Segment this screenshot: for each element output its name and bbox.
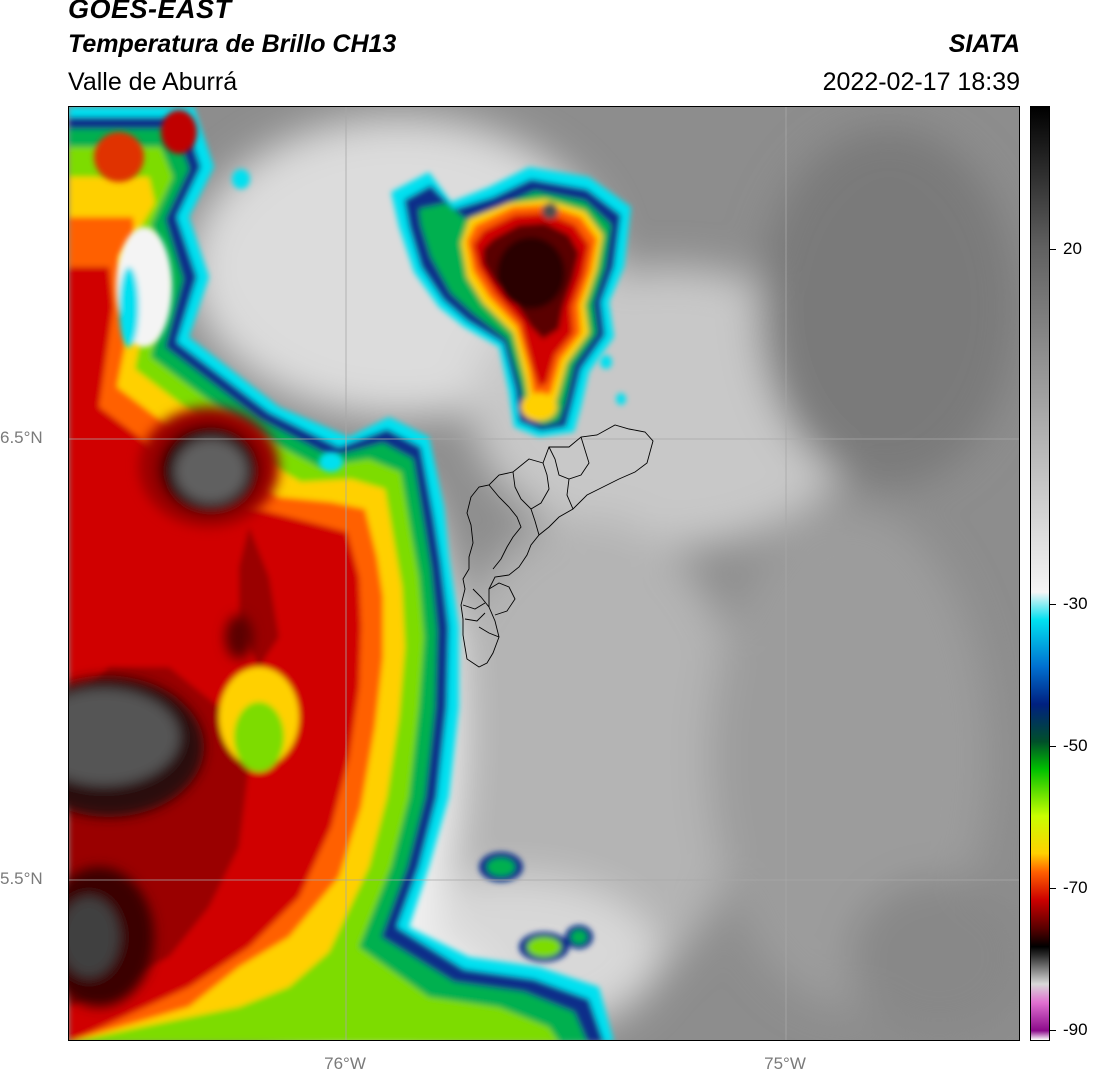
west-cold-tops xyxy=(69,407,279,1007)
lon-label-75w: 75°W xyxy=(764,1054,806,1073)
satellite-map[interactable] xyxy=(68,106,1020,1041)
colorbar-tick xyxy=(1050,249,1056,250)
temperature-colorbar xyxy=(1030,106,1050,1041)
colorbar-tick xyxy=(1050,604,1056,605)
colorbar-tick xyxy=(1050,1030,1056,1031)
colorbar-label-minus90: -90 xyxy=(1063,1020,1088,1039)
colorbar-label-minus50: -50 xyxy=(1063,736,1088,755)
brightness-temperature-image xyxy=(69,107,1019,1040)
lat-label-5-5n: 5.5°N xyxy=(0,869,43,888)
colorbar-label-20: 20 xyxy=(1063,239,1082,258)
small-cells xyxy=(232,169,626,962)
northwest-gaps xyxy=(94,110,197,347)
west-cloud-system xyxy=(69,107,614,1040)
region-subtitle: Valle de Aburrá xyxy=(68,68,238,96)
timestamp-label: 2022-02-17 18:39 xyxy=(822,68,1020,96)
north-storm-cell xyxy=(391,167,631,437)
organization-label: SIATA xyxy=(948,30,1020,58)
satellite-title: GOES-EAST xyxy=(68,0,232,24)
colorbar-tick xyxy=(1050,746,1056,747)
graticule xyxy=(69,107,1019,1040)
colorbar-label-minus70: -70 xyxy=(1063,878,1088,897)
product-title: Temperatura de Brillo CH13 xyxy=(68,30,397,58)
colorbar-label-minus30: -30 xyxy=(1063,594,1088,613)
municipalities-outline xyxy=(460,424,654,668)
lon-label-76w: 76°W xyxy=(324,1054,366,1073)
colorbar-tick xyxy=(1050,888,1056,889)
lat-label-6-5n: 6.5°N xyxy=(0,428,43,447)
